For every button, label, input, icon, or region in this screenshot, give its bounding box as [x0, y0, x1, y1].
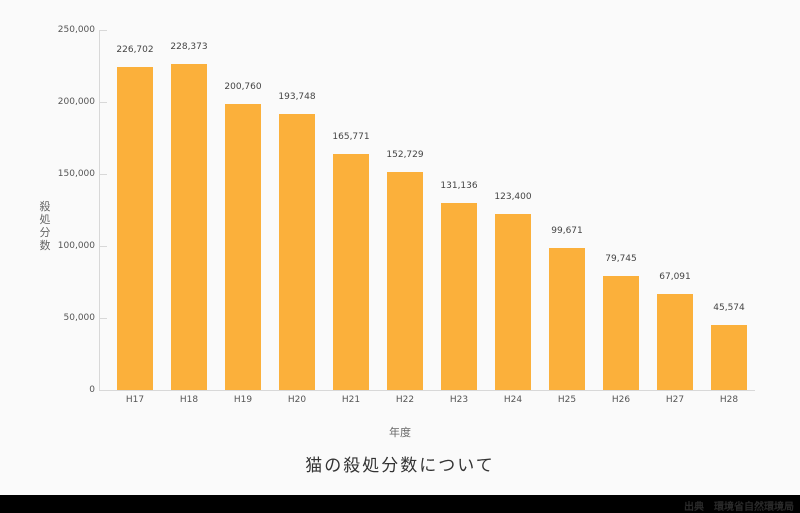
bar-H25 — [549, 248, 585, 390]
bar-value-label: 228,373 — [170, 42, 208, 52]
x-tick-label: H20 — [287, 395, 307, 405]
bar-value-label: 152,729 — [386, 150, 424, 160]
bar-value-label: 45,574 — [713, 303, 745, 313]
bar-H20 — [279, 114, 315, 390]
bar-H24 — [495, 214, 531, 390]
bar-H26 — [603, 276, 639, 390]
bar-value-label: 193,748 — [278, 92, 316, 102]
bar-value-label: 131,136 — [440, 181, 478, 191]
x-axis-label: 年度 — [389, 426, 411, 439]
source-credit: 出典 環境省自然環境局 — [684, 502, 794, 513]
footer-bar: 出典 環境省自然環境局 — [0, 495, 800, 513]
x-tick-label: H24 — [503, 395, 523, 405]
x-tick-label: H28 — [719, 395, 739, 405]
y-tick-label: 250,000 — [57, 25, 95, 35]
y-tick — [99, 246, 107, 247]
y-tick — [99, 30, 107, 31]
x-tick-label: H18 — [179, 395, 199, 405]
bar-H23 — [441, 203, 477, 390]
bar-value-label: 79,745 — [605, 254, 637, 264]
bar-value-label: 165,771 — [332, 132, 370, 142]
bar-H17 — [117, 67, 153, 390]
bar-H18 — [171, 64, 207, 390]
y-tick-label: 0 — [89, 385, 95, 395]
x-tick-label: H23 — [449, 395, 469, 405]
x-axis — [99, 390, 755, 391]
y-tick — [99, 318, 107, 319]
bar-H21 — [333, 154, 369, 390]
bar-H27 — [657, 294, 693, 390]
bar-H28 — [711, 325, 747, 390]
x-tick-label: H21 — [341, 395, 361, 405]
y-tick-label: 150,000 — [57, 169, 95, 179]
bar-H19 — [225, 104, 261, 390]
chart-title: 猫の殺処分数について — [305, 456, 495, 476]
x-tick-label: H25 — [557, 395, 577, 405]
y-axis-label: 殺処分数 — [39, 200, 51, 252]
bar-value-label: 226,702 — [116, 45, 154, 55]
bar-value-label: 99,671 — [551, 226, 583, 236]
y-tick — [99, 390, 107, 391]
chart-plot-area: 0 50,000 100,000 150,000 200,000 250,000 226,… — [57, 25, 755, 405]
bar-value-label: 123,400 — [494, 192, 532, 202]
x-tick-label: H27 — [665, 395, 685, 405]
y-axis — [99, 30, 100, 390]
x-tick-label: H17 — [125, 395, 145, 405]
x-tick-label: H22 — [395, 395, 415, 405]
bar-value-label: 200,760 — [224, 82, 262, 92]
y-tick — [99, 102, 107, 103]
bar-value-label: 67,091 — [659, 272, 691, 282]
y-tick-label: 50,000 — [63, 313, 96, 323]
y-tick-label: 200,000 — [57, 97, 95, 107]
y-tick-label: 100,000 — [57, 241, 95, 251]
x-tick-label: H26 — [611, 395, 631, 405]
y-tick — [99, 174, 107, 175]
x-tick-label: H19 — [233, 395, 253, 405]
bar-H22 — [387, 172, 423, 390]
